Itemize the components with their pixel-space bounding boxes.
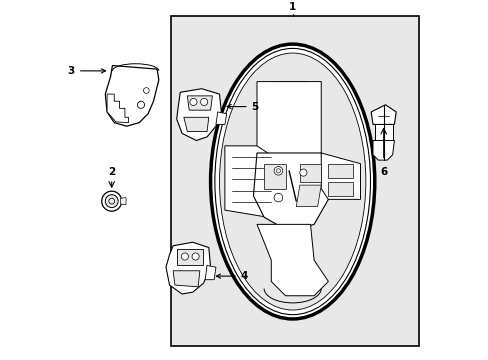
Polygon shape bbox=[296, 185, 321, 207]
Polygon shape bbox=[257, 224, 328, 296]
Bar bbox=[171, 15, 419, 346]
Polygon shape bbox=[267, 82, 306, 160]
Polygon shape bbox=[328, 164, 353, 178]
Text: 1: 1 bbox=[288, 2, 296, 12]
Polygon shape bbox=[370, 105, 395, 125]
Text: 5: 5 bbox=[226, 102, 258, 112]
Polygon shape bbox=[205, 265, 216, 280]
Circle shape bbox=[109, 198, 114, 204]
Polygon shape bbox=[121, 198, 126, 205]
Polygon shape bbox=[165, 242, 210, 294]
Circle shape bbox=[137, 101, 144, 108]
Circle shape bbox=[143, 88, 149, 93]
Polygon shape bbox=[216, 112, 226, 125]
Ellipse shape bbox=[214, 48, 370, 315]
Circle shape bbox=[102, 191, 122, 211]
Polygon shape bbox=[173, 271, 200, 287]
Polygon shape bbox=[107, 94, 128, 123]
Polygon shape bbox=[105, 66, 159, 126]
Circle shape bbox=[276, 169, 280, 173]
Polygon shape bbox=[183, 117, 208, 131]
Polygon shape bbox=[176, 249, 203, 265]
Text: 2: 2 bbox=[108, 167, 115, 177]
Polygon shape bbox=[328, 181, 353, 196]
Text: 4: 4 bbox=[216, 271, 248, 281]
Polygon shape bbox=[321, 153, 360, 199]
Polygon shape bbox=[299, 164, 321, 181]
Polygon shape bbox=[176, 89, 221, 140]
Circle shape bbox=[200, 98, 207, 105]
Polygon shape bbox=[374, 125, 392, 140]
Circle shape bbox=[181, 253, 188, 260]
Circle shape bbox=[299, 169, 306, 176]
Text: 6: 6 bbox=[379, 167, 386, 177]
Circle shape bbox=[192, 253, 199, 260]
Circle shape bbox=[274, 167, 282, 175]
Circle shape bbox=[105, 195, 118, 208]
Text: 3: 3 bbox=[67, 66, 105, 76]
Ellipse shape bbox=[210, 44, 374, 319]
Ellipse shape bbox=[219, 53, 365, 310]
Polygon shape bbox=[187, 96, 212, 110]
Polygon shape bbox=[224, 146, 278, 217]
Polygon shape bbox=[257, 82, 321, 167]
Polygon shape bbox=[253, 153, 328, 231]
Polygon shape bbox=[264, 164, 285, 189]
Polygon shape bbox=[372, 140, 394, 160]
Circle shape bbox=[189, 98, 197, 105]
Circle shape bbox=[274, 193, 282, 202]
